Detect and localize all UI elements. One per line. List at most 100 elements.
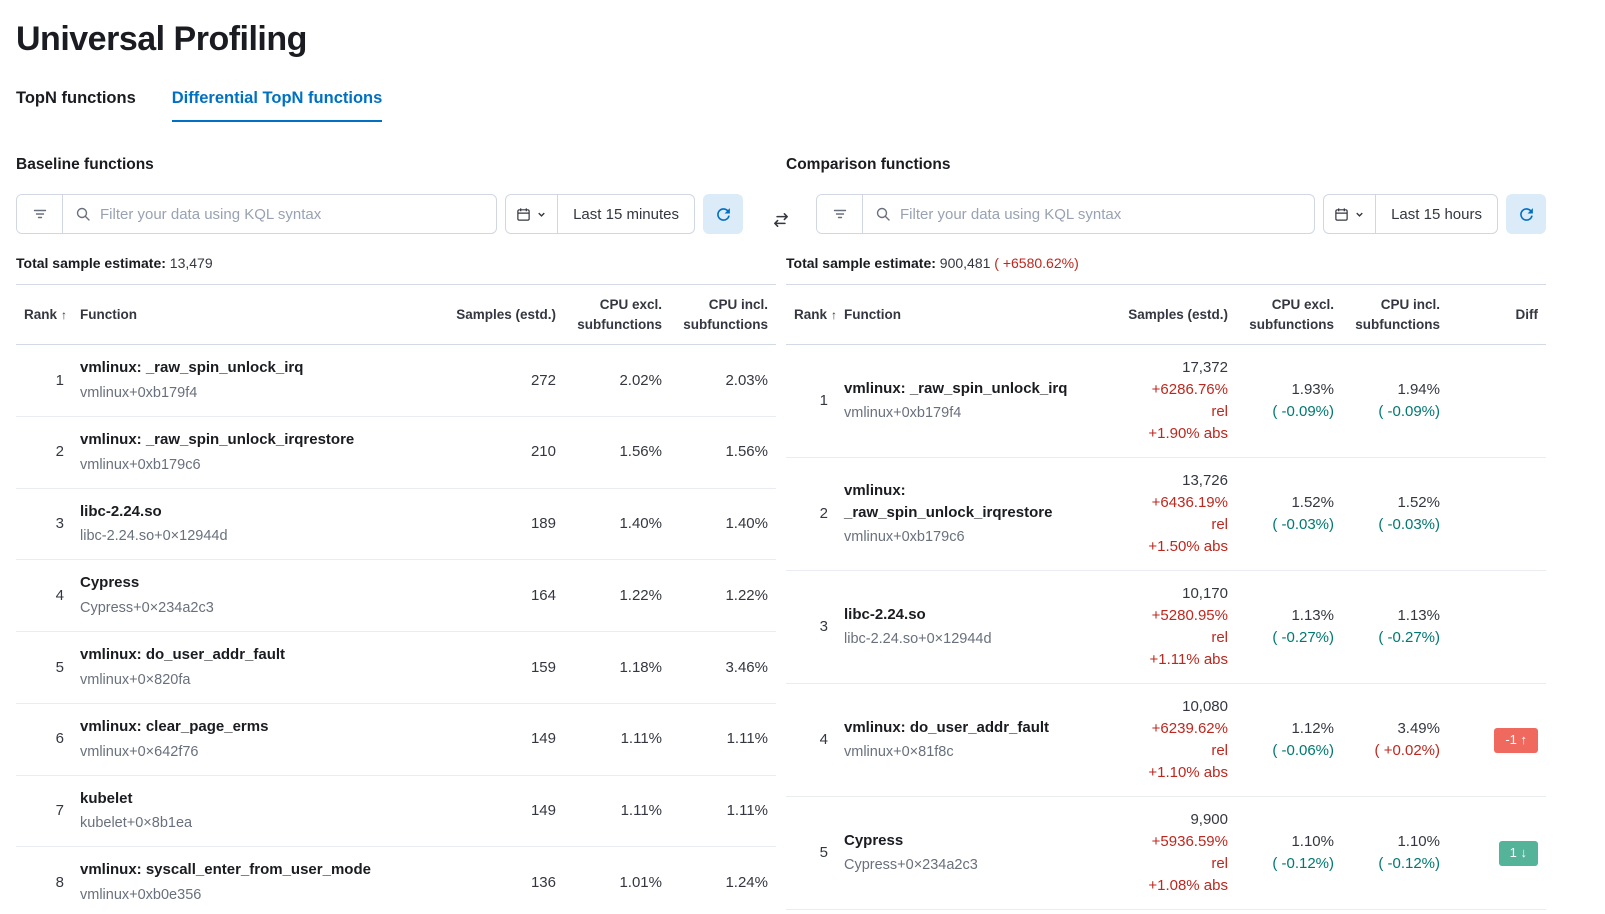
swap-arrows-icon <box>772 211 790 229</box>
samples-value: 17,372 <box>1182 359 1228 377</box>
function-address: libc-2.24.so+0×12944d <box>80 528 228 545</box>
function-address: kubelet+0×8b1ea <box>80 815 193 832</box>
function-name[interactable]: Cypress <box>80 574 140 592</box>
total-sample-value: 900,481 <box>939 255 991 271</box>
baseline-table: Rank ↑ Function Samples (estd.) CPU excl.… <box>16 284 776 914</box>
function-name[interactable]: vmlinux: _raw_spin_unlock_irq <box>80 359 304 377</box>
function-address: libc-2.24.so+0×12944d <box>844 631 992 648</box>
samples-cell: 10,080 +6239.62% rel +1.10% abs <box>1104 683 1236 798</box>
column-header-cpu-excl[interactable]: CPU excl. subfunctions <box>1236 284 1342 346</box>
filter-button[interactable] <box>17 195 63 233</box>
column-header-samples[interactable]: Samples (estd.) <box>438 284 564 346</box>
function-address: vmlinux+0xb179f4 <box>80 384 198 401</box>
samples-value: 9,900 <box>1190 811 1228 829</box>
comparison-calendar-button[interactable] <box>1324 195 1377 233</box>
cpu-excl-cell: 1.11% <box>564 703 670 776</box>
samples-abs-change: +1.50% abs <box>1148 538 1228 556</box>
samples-rel-change: +5280.95% <box>1151 607 1228 625</box>
column-header-cpu-incl[interactable]: CPU incl. subfunctions <box>670 284 776 346</box>
function-name[interactable]: vmlinux: do_user_addr_fault <box>844 718 1050 736</box>
calendar-icon <box>1334 207 1349 222</box>
function-name[interactable]: vmlinux: _raw_spin_unlock_irqrestore <box>844 481 1053 521</box>
rank-cell: 2 <box>786 457 836 572</box>
column-header-cpu-excl[interactable]: CPU excl. subfunctions <box>564 284 670 346</box>
cpu-incl-cell: 1.94%( -0.09%) <box>1342 344 1448 459</box>
comparison-search-field <box>863 195 1314 233</box>
column-header-diff[interactable]: Diff <box>1448 284 1546 346</box>
samples-rel-change: +5936.59% <box>1151 833 1228 851</box>
table-row: 5 Cypress Cypress+0×234a2c3 9,900 +5936.5… <box>786 796 1546 911</box>
cpu-excl-cell: 1.18% <box>564 631 670 704</box>
function-address: vmlinux+0xb179c6 <box>80 456 201 473</box>
function-cell: libc-2.24.so libc-2.24.so+0×12944d <box>72 488 438 561</box>
cpu-excl-cell: 2.02% <box>564 344 670 417</box>
cpu-incl-cell: 1.11% <box>670 775 776 848</box>
baseline-refresh-button[interactable] <box>703 194 743 234</box>
diff-cell <box>1448 344 1546 459</box>
cpu-incl-diff: ( +0.02%) <box>1374 742 1440 760</box>
cpu-incl-diff: ( -0.12%) <box>1378 855 1440 873</box>
samples-cell: 17,372 +6286.76% rel +1.90% abs <box>1104 344 1236 459</box>
samples-cell: 210 <box>438 416 564 489</box>
filter-icon <box>832 206 848 222</box>
column-header-samples[interactable]: Samples (estd.) <box>1104 284 1236 346</box>
diff-cell: 1 ↓ <box>1448 796 1546 911</box>
total-sample-label: Total sample estimate: <box>16 255 166 271</box>
column-header-cpu-incl[interactable]: CPU incl. subfunctions <box>1342 284 1448 346</box>
cpu-excl-cell: 1.10%( -0.12%) <box>1236 796 1342 911</box>
column-header-function[interactable]: Function <box>836 284 1104 346</box>
cpu-excl-diff: ( -0.12%) <box>1272 855 1334 873</box>
baseline-total-line: Total sample estimate: 13,479 <box>16 255 776 271</box>
function-name[interactable]: Cypress <box>844 831 904 849</box>
function-cell: vmlinux: _raw_spin_unlock_irq vmlinux+0xb… <box>836 344 1104 459</box>
tab-differential-topn-functions[interactable]: Differential TopN functions <box>171 89 383 122</box>
table-row: 3 libc-2.24.so libc-2.24.so+0×12944d 189 … <box>16 488 776 561</box>
rank-cell: 5 <box>786 796 836 911</box>
column-header-function[interactable]: Function <box>72 284 438 346</box>
baseline-time-range-button[interactable]: Last 15 minutes <box>573 205 679 223</box>
samples-rel-label: rel <box>1211 629 1228 647</box>
comparison-search-input[interactable] <box>900 205 1303 223</box>
function-name[interactable]: vmlinux: syscall_enter_from_user_mode <box>80 861 371 879</box>
table-row: 8 vmlinux: syscall_enter_from_user_mode v… <box>16 846 776 914</box>
baseline-searchbar <box>16 194 498 234</box>
sync-time-range-button[interactable] <box>766 205 796 235</box>
function-name[interactable]: libc-2.24.so <box>80 502 162 520</box>
tab-topn-functions[interactable]: TopN functions <box>16 89 136 107</box>
function-address: vmlinux+0×642f76 <box>80 743 199 760</box>
function-name[interactable]: vmlinux: _raw_spin_unlock_irqrestore <box>80 430 355 448</box>
table-row: 2 vmlinux: _raw_spin_unlock_irqrestore vm… <box>16 416 776 489</box>
filter-button[interactable] <box>817 195 863 233</box>
samples-cell: 272 <box>438 344 564 417</box>
samples-cell: 9,900 +5936.59% rel +1.08% abs <box>1104 796 1236 911</box>
baseline-search-input[interactable] <box>100 205 485 223</box>
baseline-table-header-row: Rank ↑ Function Samples (estd.) CPU excl.… <box>16 284 776 346</box>
function-name[interactable]: libc-2.24.so <box>844 605 926 623</box>
comparison-heading: Comparison functions <box>786 156 951 173</box>
search-icon <box>875 206 891 222</box>
function-name[interactable]: vmlinux: clear_page_erms <box>80 717 269 735</box>
cpu-incl-cell: 1.52%( -0.03%) <box>1342 457 1448 572</box>
chevron-down-icon <box>1354 209 1365 220</box>
baseline-calendar-button[interactable] <box>506 195 559 233</box>
column-header-rank[interactable]: Rank ↑ <box>786 284 837 346</box>
total-sample-diff: ( +6580.62%) <box>994 255 1079 271</box>
comparison-time-range-button[interactable]: Last 15 hours <box>1391 205 1482 223</box>
function-cell: Cypress Cypress+0×234a2c3 <box>72 559 438 633</box>
column-header-rank[interactable]: Rank ↑ <box>16 284 72 346</box>
cpu-excl-cell: 1.13%( -0.27%) <box>1236 570 1342 685</box>
function-name[interactable]: kubelet <box>80 789 133 807</box>
function-name[interactable]: vmlinux: _raw_spin_unlock_irq <box>844 379 1068 397</box>
diff-cell <box>1448 570 1546 685</box>
function-address: vmlinux+0xb179c6 <box>844 529 965 546</box>
samples-rel-label: rel <box>1211 516 1228 534</box>
rank-cell: 6 <box>16 703 72 776</box>
samples-rel-change: +6239.62% <box>1151 720 1228 738</box>
cpu-excl-cell: 1.56% <box>564 416 670 489</box>
rank-cell: 4 <box>16 559 72 633</box>
comparison-refresh-button[interactable] <box>1506 194 1546 234</box>
function-name[interactable]: vmlinux: do_user_addr_fault <box>80 646 286 664</box>
samples-rel-label: rel <box>1211 403 1228 421</box>
cpu-excl-cell: 1.12%( -0.06%) <box>1236 683 1342 798</box>
